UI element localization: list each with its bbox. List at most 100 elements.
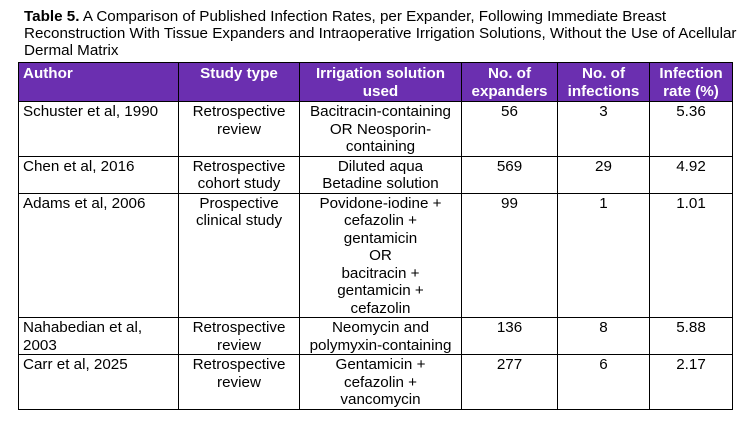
infection-rate-cell: 4.92: [649, 155, 733, 194]
table-header-row: Author Study type Irrigation solution used N…: [18, 62, 733, 102]
author-cell-line: Chen et al, 2016: [23, 157, 135, 175]
expanders-cell: 136: [461, 317, 558, 355]
expanders-cell: 99: [461, 192, 558, 318]
table-title: A Comparison of Published Infection Rate…: [24, 8, 737, 59]
header-infection-rate: Infection rate (%): [649, 62, 733, 102]
study-type-cell-line: review: [217, 336, 261, 354]
irrigation-solution-cell-line: gentamicin: [343, 229, 418, 247]
table-caption: Table 5. A Comparison of Published Infec…: [24, 8, 739, 59]
expanders-cell-line: 99: [501, 194, 518, 212]
irrigation-solution-cell-line: gentamicin +: [337, 282, 424, 299]
irrigation-solution-cell: Povidone-iodine + cefazolin + gentamicin OR…: [299, 192, 462, 318]
infection-rate-cell-line: 4.92: [676, 157, 706, 175]
expanders-cell-line: 56: [501, 103, 518, 120]
irrigation-solution-cell: Gentamicin + cefazolin + vancomycin: [299, 354, 462, 410]
header-infections-line: No. of: [581, 65, 626, 82]
infections-cell-line: 29: [595, 157, 612, 175]
header-irrigation-solution-line: used: [362, 82, 399, 100]
infections-cell-line: 8: [599, 319, 608, 336]
header-infections: No. of infections: [557, 62, 650, 102]
study-type-cell-line: clinical study: [195, 212, 283, 229]
table-row: Carr et al, 2025 Retrospective review Genta…: [18, 354, 733, 410]
infection-rate-cell: 2.17: [649, 354, 733, 410]
irrigation-solution-cell-line: cefazolin +: [343, 373, 418, 391]
table-row: Adams et al, 2006 Prospective clinical stu…: [18, 192, 733, 318]
infection-rate-cell-line: 5.88: [676, 319, 706, 336]
table-number: Table 5.: [24, 8, 80, 25]
author-cell-line: Nahabedian et al,: [23, 319, 143, 336]
author-cell: Chen et al, 2016: [18, 155, 179, 194]
irrigation-solution-cell-line: vancomycin: [340, 391, 421, 408]
study-type-cell: Retrospective review: [178, 101, 300, 157]
irrigation-solution-cell-line: Bacitracin-containing: [310, 103, 451, 120]
study-type-cell: Prospective clinical study: [178, 192, 300, 318]
study-type-cell: Retrospective review: [178, 317, 300, 355]
irrigation-solution-cell-line: cefazolin +: [343, 212, 418, 229]
irrigation-solution-cell-line: bacitracin +: [341, 264, 420, 282]
author-cell: Schuster et al, 1990: [18, 101, 179, 157]
header-study-type: Study type: [178, 62, 300, 102]
header-expanders-line: expanders: [471, 82, 548, 100]
study-type-cell-line: review: [217, 120, 261, 138]
header-study-type-line: Study type: [200, 65, 278, 82]
irrigation-solution-cell-line: polymyxin-containing: [309, 336, 452, 354]
infections-cell: 29: [557, 155, 650, 194]
study-type-cell-line: Prospective: [199, 194, 279, 212]
infections-cell: 3: [557, 101, 650, 157]
table-row: Nahabedian et al, 2003 Retrospective review…: [18, 317, 733, 355]
infections-cell-line: 3: [599, 103, 608, 120]
author-cell-line: Adams et al, 2006: [23, 194, 146, 212]
infection-rate-cell: 5.36: [649, 101, 733, 157]
header-infection-rate-line: rate (%): [663, 82, 719, 100]
study-type-cell-line: Retrospective: [192, 319, 286, 336]
infections-cell-line: 1: [599, 194, 608, 212]
expanders-cell-line: 277: [496, 356, 523, 373]
study-type-cell: Retrospective cohort study: [178, 155, 300, 194]
infections-cell-line: 6: [599, 356, 608, 373]
study-type-cell-line: cohort study: [197, 175, 281, 192]
irrigation-solution-cell-line: cefazolin: [350, 299, 411, 317]
header-expanders: No. of expanders: [461, 62, 558, 102]
infections-cell: 6: [557, 354, 650, 410]
header-infections-line: infections: [567, 82, 640, 100]
header-infection-rate-line: Infection: [659, 65, 723, 82]
author-cell: Adams et al, 2006: [18, 192, 179, 318]
header-author: Author: [18, 62, 179, 102]
header-expanders-line: No. of: [487, 65, 532, 82]
irrigation-solution-cell-line: containing: [345, 138, 416, 155]
infection-rate-cell-line: 2.17: [676, 356, 706, 373]
expanders-cell: 277: [461, 354, 558, 410]
study-type-cell-line: Retrospective: [192, 157, 286, 175]
irrigation-solution-cell-line: OR Neosporin-: [329, 120, 432, 138]
infection-rate-cell-line: 5.36: [676, 103, 706, 120]
irrigation-solution-cell-line: Povidone-iodine +: [319, 194, 442, 212]
irrigation-solution-cell-line: Neomycin and: [331, 319, 430, 336]
table-row: Schuster et al, 1990 Retrospective review B…: [18, 101, 733, 157]
author-cell: Carr et al, 2025: [18, 354, 179, 410]
irrigation-solution-cell-line: Gentamicin +: [335, 356, 426, 373]
header-author-line: Author: [23, 65, 73, 82]
expanders-cell-line: 136: [496, 319, 523, 336]
study-type-cell: Retrospective review: [178, 354, 300, 410]
infection-rate-cell: 5.88: [649, 317, 733, 355]
author-cell: Nahabedian et al, 2003: [18, 317, 179, 355]
study-type-cell-line: review: [217, 373, 261, 391]
infection-rate-cell: 1.01: [649, 192, 733, 318]
header-irrigation-solution: Irrigation solution used: [299, 62, 462, 102]
irrigation-solution-cell-line: Betadine solution: [322, 175, 439, 192]
author-cell-line: Carr et al, 2025: [23, 356, 128, 373]
irrigation-solution-cell: Diluted aqua Betadine solution: [299, 155, 462, 194]
author-cell-line: Schuster et al, 1990: [23, 103, 159, 120]
infection-rates-table: Author Study type Irrigation solution used N…: [18, 62, 733, 410]
infections-cell: 1: [557, 192, 650, 318]
expanders-cell: 56: [461, 101, 558, 157]
study-type-cell-line: Retrospective: [192, 103, 286, 120]
infection-rate-cell-line: 1.01: [676, 194, 706, 212]
irrigation-solution-cell: Bacitracin-containing OR Neosporin-contai…: [299, 101, 462, 157]
expanders-cell-line: 569: [496, 157, 523, 175]
irrigation-solution-cell-line: Diluted aqua: [337, 157, 424, 175]
author-cell-line: 2003: [23, 336, 57, 354]
irrigation-solution-cell: Neomycin and polymyxin-containing: [299, 317, 462, 355]
expanders-cell: 569: [461, 155, 558, 194]
study-type-cell-line: Retrospective: [192, 356, 286, 373]
